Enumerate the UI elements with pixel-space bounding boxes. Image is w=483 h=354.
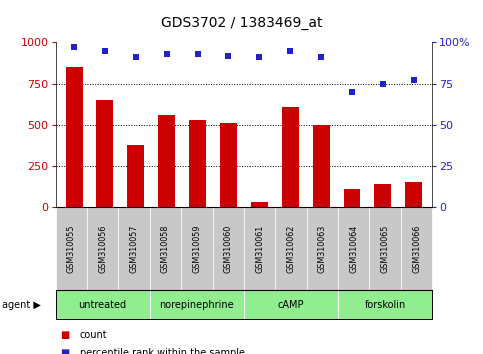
Text: GSM310064: GSM310064 [349, 224, 358, 273]
Bar [158, 115, 175, 207]
Point [70, 45, 78, 50]
Text: GSM310057: GSM310057 [129, 224, 139, 273]
Bar [343, 189, 360, 207]
Bar [220, 123, 237, 207]
Bar [282, 107, 298, 207]
Text: GSM310059: GSM310059 [192, 224, 201, 273]
Bar [374, 184, 391, 207]
Point [410, 78, 418, 83]
Text: norepinephrine: norepinephrine [159, 300, 234, 310]
Point [225, 53, 232, 58]
Text: GSM310065: GSM310065 [381, 224, 390, 273]
Point [101, 48, 109, 53]
Bar [251, 202, 268, 207]
Text: GSM310066: GSM310066 [412, 224, 421, 273]
Text: ■: ■ [60, 348, 70, 354]
Text: GSM310058: GSM310058 [161, 224, 170, 273]
Point [132, 55, 140, 60]
Bar [97, 100, 114, 207]
Point [256, 55, 263, 60]
Bar [313, 125, 329, 207]
Text: agent ▶: agent ▶ [2, 300, 41, 310]
Point [286, 48, 294, 53]
Text: percentile rank within the sample: percentile rank within the sample [80, 348, 245, 354]
Bar [66, 67, 83, 207]
Point [317, 55, 325, 60]
Text: untreated: untreated [79, 300, 127, 310]
Text: GSM310063: GSM310063 [318, 224, 327, 273]
Point [194, 51, 201, 57]
Point [163, 51, 170, 57]
Bar [405, 182, 422, 207]
Text: GSM310061: GSM310061 [255, 224, 264, 273]
Point [348, 89, 356, 95]
Bar [189, 120, 206, 207]
Text: forskolin: forskolin [365, 300, 406, 310]
Text: GSM310062: GSM310062 [286, 224, 296, 273]
Text: GSM310055: GSM310055 [67, 224, 76, 273]
Text: GSM310056: GSM310056 [98, 224, 107, 273]
Text: GDS3702 / 1383469_at: GDS3702 / 1383469_at [161, 16, 322, 30]
Text: ■: ■ [60, 330, 70, 340]
Text: cAMP: cAMP [278, 300, 304, 310]
Text: count: count [80, 330, 107, 340]
Point [379, 81, 387, 86]
Bar [128, 144, 144, 207]
Text: GSM310060: GSM310060 [224, 224, 233, 273]
